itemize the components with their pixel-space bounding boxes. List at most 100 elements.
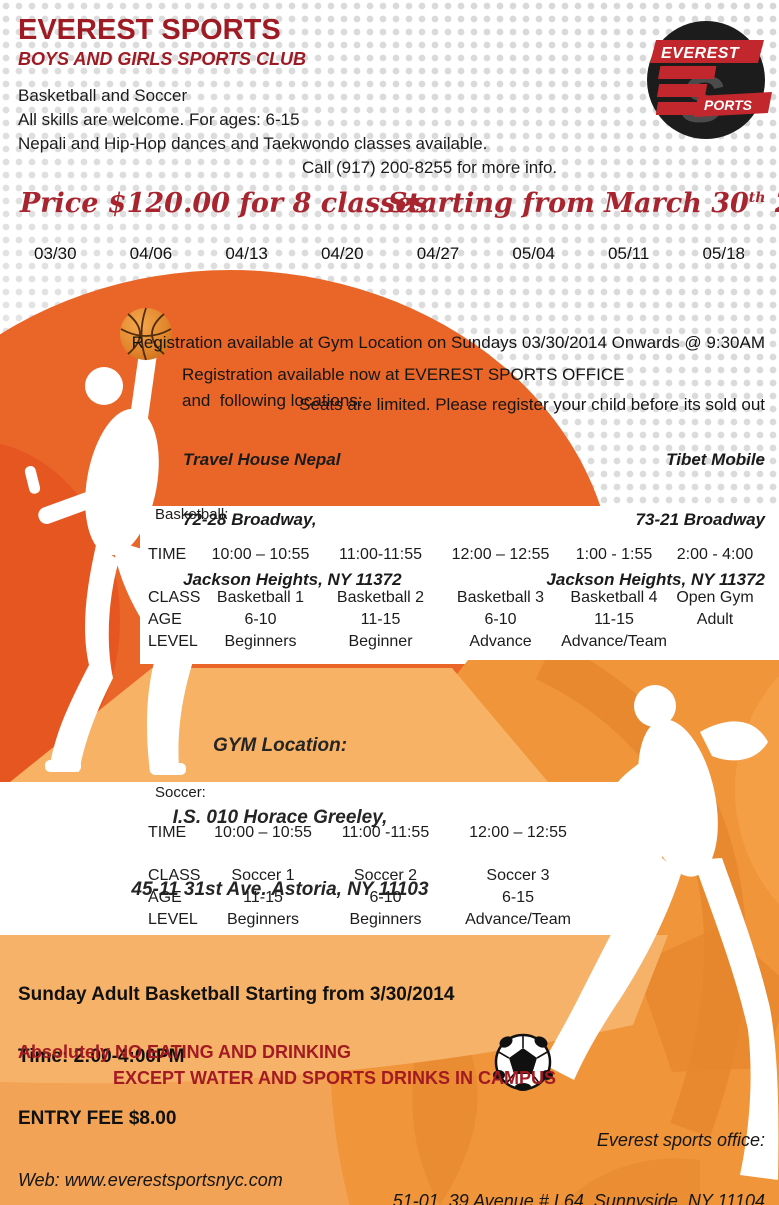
basketball-class-row: CLASS Basketball 1 Basketball 2 Basketba… (148, 587, 760, 609)
gym-location-title: GYM Location: (212, 735, 348, 756)
soccer-age-row: AGE 11-15 6-10 6-15 (148, 887, 583, 909)
basketball-section-label: Basketball: (155, 506, 229, 523)
age-row-label: AGE (148, 611, 182, 628)
basketball-level (670, 631, 760, 653)
location-left-name: Travel House Nepal (183, 450, 341, 469)
soccer-class: Soccer 2 (353, 867, 418, 884)
basketball-table-panel (140, 506, 779, 664)
soccer-class-row: CLASS Soccer 1 Soccer 2 Soccer 3 (148, 865, 583, 887)
start-date-main: Starting from March 30 (388, 188, 749, 219)
basketball-class: Open Gym (676, 589, 754, 606)
basketball-time: 1:00 - 1:55 (575, 546, 653, 563)
basketball-class: Basketball 1 (216, 589, 305, 606)
start-date-ordinal: th (748, 190, 766, 206)
soccer-ball-icon (493, 1033, 553, 1091)
soccer-schedule-table: TIME 10:00 – 10:55 11:00 -11:55 12:00 – … (148, 822, 583, 931)
adult-basketball-fee: ENTRY FEE $8.00 (18, 1108, 177, 1129)
everest-sports-logo: S EVEREST PORTS (647, 21, 772, 139)
basketball-time-row: TIME 10:00 – 10:55 11:00-11:55 12:00 – 1… (148, 544, 760, 566)
basketball-level-row: LEVEL Beginners Beginner Advance Advance… (148, 631, 760, 653)
intro-line-classes: Nepali and Hip-Hop dances and Taekwondo … (18, 134, 488, 153)
level-row-label: LEVEL (148, 911, 198, 928)
adult-basketball-line1: Sunday Adult Basketball Starting from 3/… (18, 984, 455, 1005)
session-date: 04/20 (321, 244, 364, 263)
soccer-level: Advance/Team (465, 911, 571, 928)
basketball-class: Basketball 2 (336, 589, 425, 606)
registration-line-1: Registration available at Gym Location o… (131, 333, 765, 352)
basketball-class: Basketball 3 (456, 589, 545, 606)
start-date-year: 2014 (765, 188, 779, 219)
soccer-time: 10:00 – 10:55 (214, 824, 312, 841)
soccer-class: Soccer 1 (231, 867, 295, 884)
intro-line-call: Call (917) 200-8255 for more info. (302, 158, 558, 177)
session-date: 04/13 (225, 244, 268, 263)
intro-line-sports: Basketball and Soccer (18, 86, 188, 105)
basketball-age: Adult (696, 611, 734, 628)
logo-text-everest: EVEREST (661, 45, 740, 62)
basketball-schedule-table: TIME 10:00 – 10:55 11:00-11:55 12:00 – 1… (148, 544, 760, 653)
start-date-text: Starting from March 30th 2014 (388, 188, 779, 219)
no-eating-rule: Absolutely NO EATING AND DRINKING (18, 1042, 352, 1062)
basketball-level: Beginner (348, 633, 413, 650)
basketball-time: 11:00-11:55 (338, 546, 423, 563)
basketball-age: 6-10 (244, 611, 277, 628)
basketball-age: 11-15 (360, 611, 401, 628)
registration-office-line: Registration available now at EVEREST SP… (182, 365, 625, 384)
session-dates-row: 03/30 04/06 04/13 04/20 04/27 05/04 05/1… (0, 244, 779, 264)
location-tibet-mobile: Tibet Mobile 73-21 Broadway Jackson Heig… (546, 412, 765, 628)
intro-line-ages: All skills are welcome. For ages: 6-15 (18, 110, 300, 129)
gym-location-band (0, 668, 548, 790)
soccer-player-silhouette (543, 685, 779, 1180)
basketball-player-silhouette (24, 348, 200, 775)
price-text: Price $120.00 for 8 classes (20, 188, 428, 219)
location-right-name: Tibet Mobile (666, 450, 765, 469)
basketball-age-row: AGE 6-10 11-15 6-10 11-15 Adult (148, 609, 760, 631)
basketball-age: 6-10 (484, 611, 517, 628)
location-left-city: Jackson Heights, NY 11372 (183, 570, 402, 589)
website-text: Web: www.everestsportsnyc.com (18, 1170, 283, 1190)
soccer-section-label: Soccer: (155, 784, 206, 801)
basketball-level: Beginners (224, 633, 297, 650)
soccer-level: Beginners (226, 911, 300, 928)
session-date: 03/30 (34, 244, 77, 263)
soccer-level-row: LEVEL Beginners Beginners Advance/Team (148, 909, 583, 931)
location-left-street: 72-28 Broadway, (183, 510, 317, 529)
office-title: Everest sports office: (596, 1130, 765, 1150)
soccer-age: 6-15 (501, 889, 535, 906)
location-travel-house: Travel House Nepal 72-28 Broadway, Jacks… (183, 412, 402, 628)
age-row-label: AGE (148, 889, 182, 906)
adult-basketball-block: Sunday Adult Basketball Starting from 3/… (18, 946, 454, 1168)
gym-location-school: I.S. 010 Horace Greeley, (172, 807, 388, 828)
office-address: 51-01, 39 Avenue # L64, Sunnyside, NY 11… (392, 1191, 765, 1205)
level-row-label: LEVEL (148, 633, 198, 650)
adult-basketball-time: Time: 2:00-4:00PM (18, 1046, 185, 1067)
except-water-rule: EXCEPT WATER AND SPORTS DRINKS IN CAMPUS (113, 1068, 557, 1088)
soccer-class: Soccer 3 (486, 867, 550, 884)
basketball-time: 2:00 - 4:00 (676, 546, 754, 563)
session-date: 04/27 (416, 244, 460, 263)
registration-locations-line: and following locations: (182, 391, 363, 410)
basketball-class: Basketball 4 (570, 589, 658, 606)
registration-line-2: Seats are limited. Please register your … (299, 395, 765, 414)
basketball-time: 10:00 – 10:55 (211, 546, 310, 563)
basketball-icon (120, 307, 172, 361)
class-row-label: CLASS (148, 589, 201, 606)
soccer-time: 12:00 – 12:55 (469, 824, 567, 841)
soccer-time: 11:00 -11:55 (341, 824, 430, 841)
location-right-street: 73-21 Broadway (635, 510, 765, 529)
club-title: EVEREST SPORTS (18, 14, 281, 46)
basketball-time: 12:00 – 12:55 (451, 546, 550, 563)
office-contact-block: Everest sports office: 51-01, 39 Avenue … (393, 1092, 765, 1205)
soccer-age: 11-15 (243, 889, 283, 906)
gym-location-address: 45-11 31st Ave. Astoria, NY 11103 (131, 879, 429, 900)
location-right-city: Jackson Heights, NY 11372 (546, 570, 765, 589)
soccer-time-row: TIME 10:00 – 10:55 11:00 -11:55 12:00 – … (148, 822, 583, 844)
basketball-age: 11-15 (594, 611, 634, 628)
soccer-level: Beginners (349, 911, 422, 928)
club-subtitle: BOYS AND GIRLS SPORTS CLUB (18, 49, 307, 69)
logo-text-ports: PORTS (704, 97, 753, 113)
gym-location-block: GYM Location: I.S. 010 Horace Greeley, 4… (55, 686, 505, 950)
class-row-label: CLASS (148, 867, 201, 884)
soccer-age: 6-10 (369, 889, 402, 906)
